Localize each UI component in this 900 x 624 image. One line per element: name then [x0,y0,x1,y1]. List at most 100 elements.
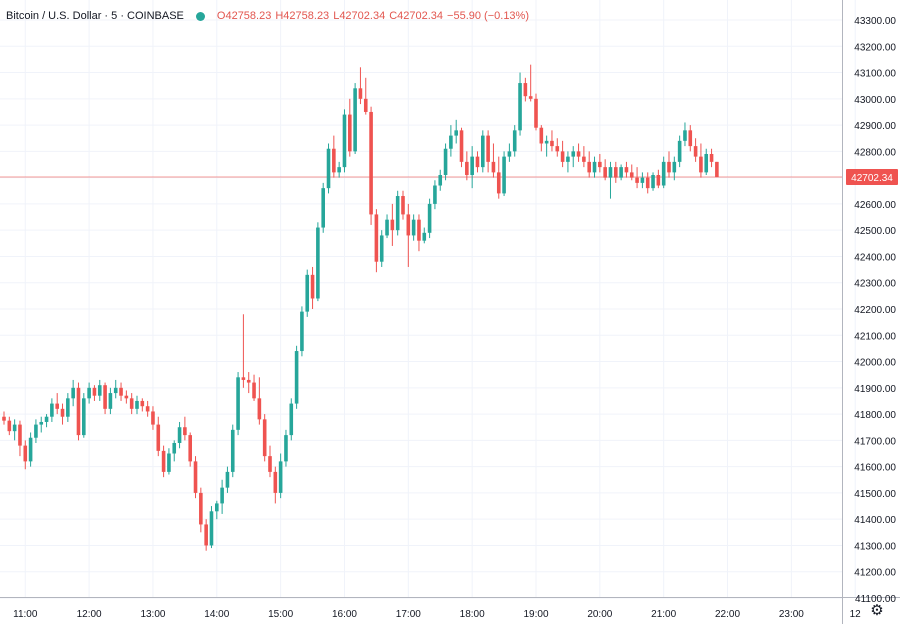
candle-body [332,148,336,173]
candle [342,109,347,173]
x-tick-label: 15:00 [268,609,293,620]
candle [518,72,522,136]
y-tick-label: 42900.00 [854,121,896,132]
candle-body [92,387,97,396]
candle [7,416,12,436]
candle [215,500,219,520]
candle-body [640,177,645,183]
y-tick-label: 41100.00 [855,594,896,605]
candle [481,130,485,173]
x-tick-label: 21:00 [651,609,676,620]
candle [656,169,661,189]
candle [236,372,240,436]
candle [60,403,65,425]
candle-body [363,98,368,112]
candle-body [108,393,113,409]
candle-body [481,135,485,168]
candle [619,164,623,181]
y-tick-label: 42600.00 [854,200,896,211]
candle-body [598,161,602,168]
candle [199,487,203,533]
candle-body [188,435,192,462]
candle-body [465,161,469,176]
candle-body [592,161,597,173]
candle-body [241,377,246,380]
candle [204,519,208,551]
candle [225,466,230,493]
candle-body [539,127,544,144]
candle [369,106,373,225]
candle-body [603,167,607,178]
candle-body [651,175,655,189]
candle [28,432,33,467]
close-value: 42702.34 [397,10,444,22]
candle-body [353,88,357,152]
candle [278,453,283,499]
candle-body [140,400,145,407]
candle [108,387,113,415]
candle-body [379,235,384,262]
candle-body [683,130,687,141]
x-tick-label: 12 [850,609,862,620]
candle-body [278,461,283,493]
candle-body [167,453,171,472]
candle [459,127,464,168]
candle-body [614,167,618,178]
candle-body [66,398,70,417]
candle-body [145,406,150,412]
candle-body [443,148,448,176]
candle-body [273,471,278,493]
candle-body [661,161,666,186]
candle-body [34,424,38,438]
candle-body [502,156,506,194]
candle [465,151,469,181]
candle [177,421,182,449]
candle-body [645,177,650,189]
candle-body [337,167,341,173]
y-tick-label: 41800.00 [854,410,896,421]
candle-body [715,161,719,178]
candle-body [401,196,405,215]
candle-body [55,403,59,409]
candle [230,424,235,478]
gear-icon[interactable]: ⚙ [870,602,884,619]
candle [188,432,192,467]
y-tick-label: 42800.00 [854,147,896,158]
candle-body [629,172,634,178]
candle-body [523,83,528,97]
candle-body [528,96,533,99]
candle [667,151,671,178]
y-tick-label: 42000.00 [854,358,896,369]
candle-body [310,274,315,299]
y-tick-label: 42100.00 [854,331,896,342]
candle-body [2,416,6,421]
candle-body [709,153,714,162]
candle-body [619,167,623,178]
candle-body [71,387,75,399]
x-tick-label: 14:00 [204,609,229,620]
y-tick-label: 43100.00 [854,69,896,80]
candle-body [348,114,352,152]
x-tick-label: 18:00 [460,609,485,620]
close-label: C [389,10,398,22]
candle-body [470,156,474,176]
candle-body [624,167,629,173]
candle-body [433,185,437,204]
candle [167,448,171,475]
candle-body [395,196,400,231]
candle [23,440,28,470]
y-tick-label: 41700.00 [854,436,896,447]
candle-body [305,274,310,312]
y-tick-label: 41500.00 [854,489,896,500]
candle [576,143,581,162]
candle-body [427,203,432,233]
candle [103,382,107,415]
candle [257,377,262,425]
last-price-label: 42702.34 [851,173,893,184]
y-tick-label: 41600.00 [854,463,896,474]
y-tick-label: 42500.00 [854,226,896,237]
candle-body [39,421,44,425]
candle-body [417,219,421,241]
x-tick-label: 22:00 [715,609,740,620]
